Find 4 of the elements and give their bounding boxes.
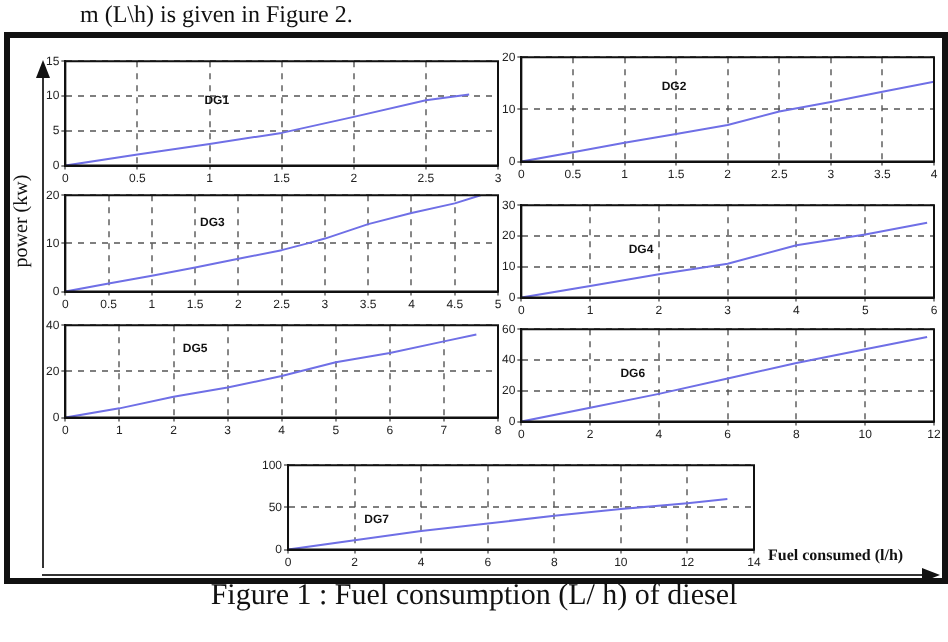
text: m (L\h) is given in Figure 2. — [80, 0, 353, 30]
y-axis-title: power (kw) — [11, 172, 33, 271]
x-axis-title: Fuel consumed (l/h) — [768, 546, 904, 564]
caption: Figure 1 : Fuel consumption (L/ h) of diesel — [208, 580, 740, 614]
